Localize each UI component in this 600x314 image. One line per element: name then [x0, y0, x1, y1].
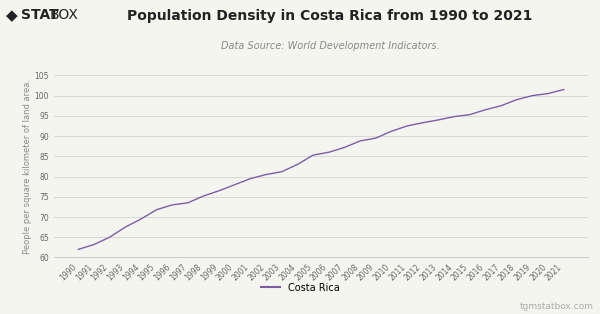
- Text: Data Source: World Development Indicators.: Data Source: World Development Indicator…: [221, 41, 439, 51]
- Text: tgmstatbox.com: tgmstatbox.com: [520, 302, 594, 311]
- Text: ◆: ◆: [6, 8, 18, 23]
- Text: BOX: BOX: [50, 8, 79, 22]
- Legend: Costa Rica: Costa Rica: [257, 279, 343, 297]
- Text: Population Density in Costa Rica from 1990 to 2021: Population Density in Costa Rica from 19…: [127, 9, 533, 24]
- Text: STAT: STAT: [21, 8, 59, 22]
- Y-axis label: People per square kilometer of land area.: People per square kilometer of land area…: [23, 79, 32, 254]
